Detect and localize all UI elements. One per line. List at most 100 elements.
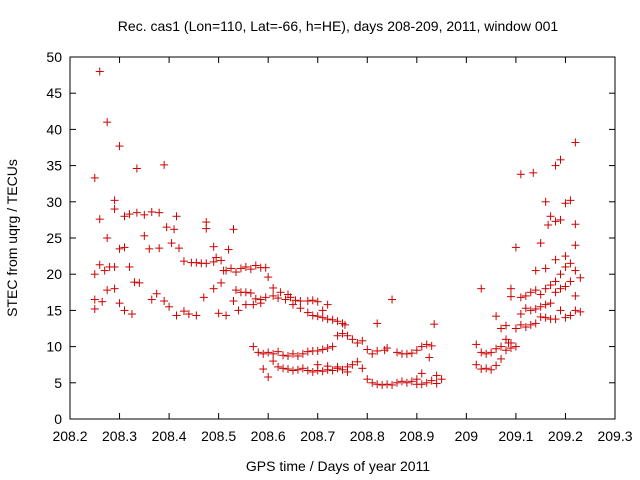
y-tick-label: 10 [46, 339, 62, 355]
data-point [556, 306, 565, 315]
data-point [251, 294, 260, 303]
data-point [199, 293, 208, 302]
y-tick-label: 20 [46, 266, 62, 282]
data-point [432, 379, 441, 388]
data-point [291, 296, 300, 305]
data-point [571, 291, 580, 300]
x-tick-label: 208.5 [201, 428, 236, 444]
data-point [303, 308, 312, 317]
data-point [368, 378, 377, 387]
data-point [531, 304, 540, 313]
data-point [251, 261, 260, 270]
data-point [378, 380, 387, 389]
data-point [155, 244, 164, 253]
data-point [551, 161, 560, 170]
data-point [308, 296, 317, 305]
data-point [323, 362, 332, 371]
data-point [561, 313, 570, 322]
data-point [274, 347, 283, 356]
data-point [561, 262, 570, 271]
plot-frame [69, 56, 616, 420]
y-tick-label: 50 [46, 49, 62, 65]
data-point [348, 335, 357, 344]
data-point [125, 262, 134, 271]
data-point [293, 365, 302, 374]
data-point [209, 257, 218, 266]
data-point [172, 311, 181, 320]
data-point [576, 307, 585, 316]
data-point [132, 208, 141, 217]
data-point [110, 262, 119, 271]
y-tick-label: 30 [46, 194, 62, 210]
data-point [298, 349, 307, 358]
data-point [160, 296, 169, 305]
data-point [227, 264, 236, 273]
data-point [373, 346, 382, 355]
chart-title: Rec. cas1 (Lon=110, Lat=-66, h=HE), days… [118, 18, 559, 34]
data-point [328, 342, 337, 351]
data-point [551, 288, 560, 297]
data-point [358, 364, 367, 373]
data-point [551, 277, 560, 286]
data-point [132, 164, 141, 173]
data-point [502, 321, 510, 330]
data-point [115, 299, 124, 308]
data-point [541, 300, 550, 309]
data-points [90, 67, 585, 389]
data-point [202, 224, 211, 233]
data-point [551, 217, 560, 226]
data-point [162, 223, 171, 232]
data-point [531, 319, 540, 328]
data-point [279, 364, 288, 373]
data-point [551, 315, 560, 324]
x-tick-label: 208.2 [52, 428, 87, 444]
data-point [261, 293, 270, 302]
data-point [259, 349, 268, 358]
y-tick-label: 35 [46, 158, 62, 174]
data-point [502, 346, 510, 355]
data-point [561, 199, 570, 208]
data-point [298, 364, 307, 373]
data-point [531, 286, 540, 295]
data-point [184, 310, 193, 319]
data-point [511, 243, 520, 252]
data-point [281, 295, 290, 304]
data-point [544, 220, 553, 229]
data-point [293, 352, 302, 361]
data-point [492, 361, 501, 370]
data-point [348, 360, 357, 369]
data-point [529, 168, 538, 177]
data-point [333, 362, 342, 371]
data-point [566, 196, 575, 205]
data-point [432, 371, 441, 380]
data-point [147, 207, 156, 216]
data-point [368, 349, 377, 358]
data-point [110, 205, 119, 214]
data-point [261, 263, 270, 272]
y-tick-label: 0 [54, 411, 62, 427]
data-point [90, 304, 99, 313]
data-point [422, 340, 431, 349]
data-point [98, 297, 107, 306]
y-axis: 0 5 10 15 20 25 30 35 40 45 50 [46, 49, 615, 427]
data-point [303, 347, 312, 356]
data-point [288, 349, 297, 358]
data-point [536, 302, 545, 311]
data-point [492, 344, 501, 353]
data-point [125, 210, 134, 219]
data-point [276, 288, 285, 297]
data-point [338, 329, 347, 338]
data-point [323, 344, 332, 353]
data-point [506, 284, 515, 293]
data-point [155, 208, 164, 217]
data-point [192, 258, 201, 267]
data-point [487, 365, 496, 374]
data-point [497, 324, 506, 333]
data-point [303, 296, 312, 305]
data-point [373, 319, 382, 328]
data-point [402, 349, 411, 358]
data-point [526, 320, 535, 329]
data-point [328, 315, 337, 324]
data-point [571, 266, 580, 275]
data-point [546, 212, 555, 221]
